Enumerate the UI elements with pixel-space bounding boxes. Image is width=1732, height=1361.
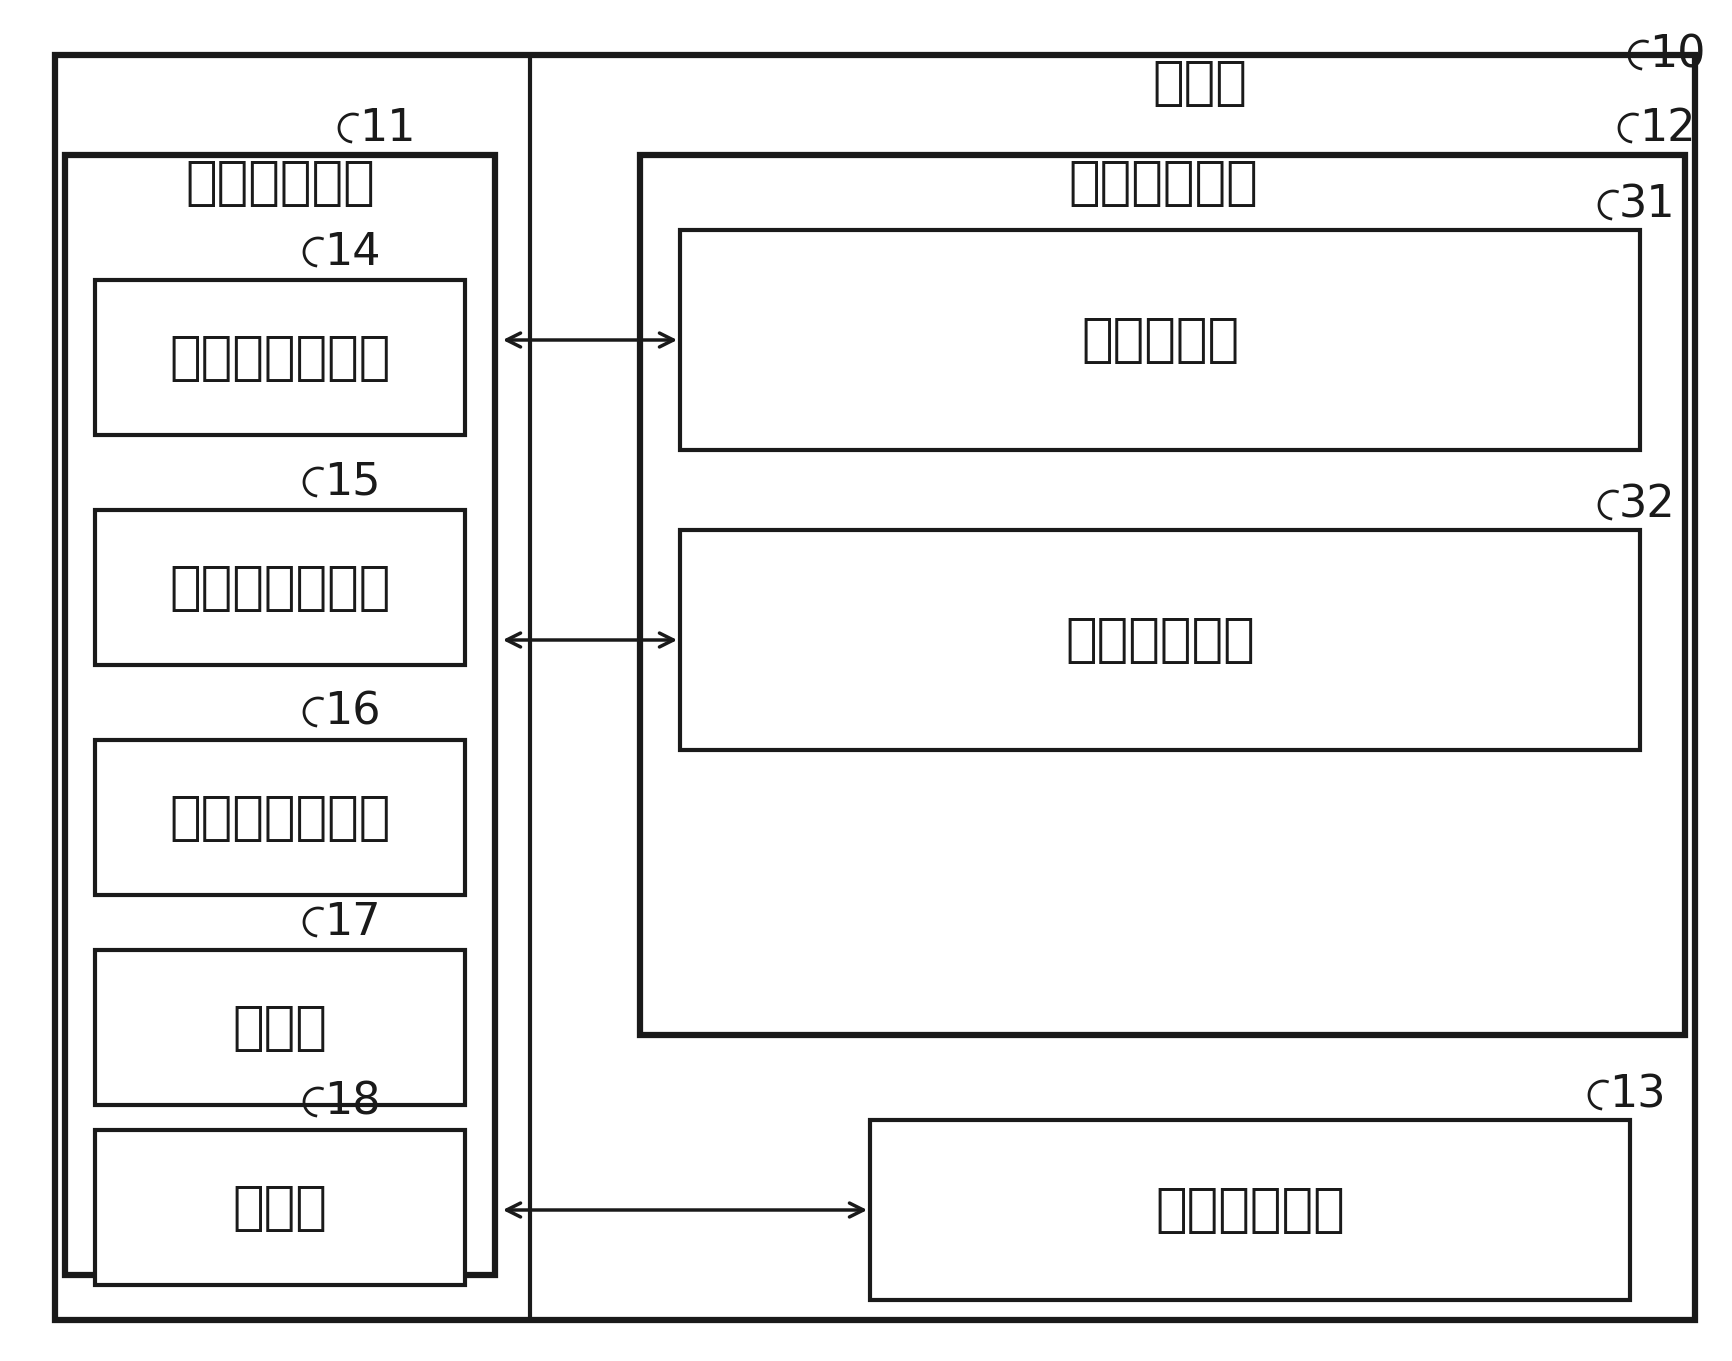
Text: 11: 11 — [359, 106, 416, 150]
Text: 服务器通信部: 服务器通信部 — [1155, 1184, 1344, 1236]
Text: 头管理程序: 头管理程序 — [1081, 314, 1238, 366]
Bar — [869, 1120, 1630, 1300]
Text: 13: 13 — [1607, 1074, 1664, 1116]
Text: 32: 32 — [1618, 483, 1675, 527]
Text: 更换信息取得部: 更换信息取得部 — [170, 792, 390, 844]
Text: 15: 15 — [324, 460, 381, 504]
Text: 18: 18 — [324, 1081, 381, 1123]
Text: 14: 14 — [324, 230, 381, 274]
Text: 31: 31 — [1618, 184, 1675, 226]
Text: 配送结果取得部: 配送结果取得部 — [170, 562, 390, 614]
Bar — [95, 280, 464, 436]
Text: 服务器控制部: 服务器控制部 — [185, 157, 374, 210]
Bar — [639, 155, 1684, 1034]
Text: 10: 10 — [1649, 34, 1704, 76]
Bar — [679, 529, 1638, 750]
Text: 12: 12 — [1638, 106, 1694, 150]
Text: 判断部: 判断部 — [232, 1002, 327, 1053]
Bar — [95, 510, 464, 666]
Bar — [679, 230, 1638, 450]
Text: 识别信息取得部: 识别信息取得部 — [170, 332, 390, 384]
Text: 服务器存储部: 服务器存储部 — [1067, 157, 1257, 210]
Text: 16: 16 — [324, 690, 381, 734]
Text: 头管理数据库: 头管理数据库 — [1065, 614, 1254, 666]
Text: 17: 17 — [324, 901, 381, 943]
Bar — [95, 1130, 464, 1285]
Text: 服务器: 服务器 — [1152, 57, 1247, 109]
Text: 通知部: 通知部 — [232, 1181, 327, 1233]
Bar — [95, 950, 464, 1105]
Bar — [95, 740, 464, 896]
Bar — [66, 155, 495, 1275]
